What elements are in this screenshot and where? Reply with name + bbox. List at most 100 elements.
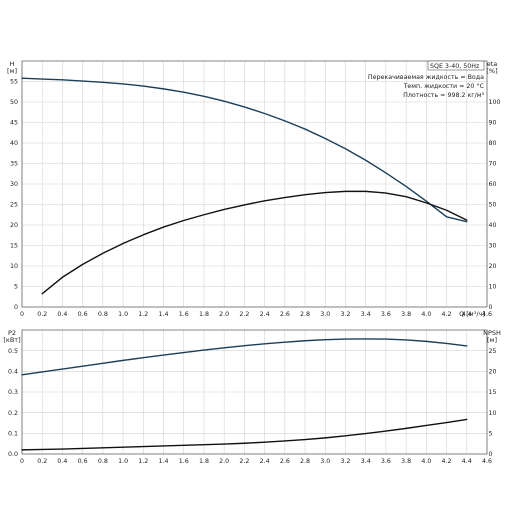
y2-tick-label: 30 xyxy=(489,243,497,250)
x-tick-label: 4.6 xyxy=(482,458,492,465)
y2-tick-label: 50 xyxy=(489,202,497,209)
y2-axis-unit: [м] xyxy=(487,336,497,344)
y-tick-label: 30 xyxy=(10,181,18,188)
y-tick-label: 50 xyxy=(10,99,18,106)
y-tick-label: 25 xyxy=(10,202,18,209)
y2-tick-label: 0 xyxy=(489,304,493,311)
x-tick-label: 2.2 xyxy=(239,458,249,465)
x-tick-label: 2.6 xyxy=(280,458,290,465)
y2-tick-label: 70 xyxy=(489,161,497,168)
y-tick-label: 0.3 xyxy=(8,389,18,396)
x-tick-label: 2.0 xyxy=(219,458,229,465)
y2-tick-label: 100 xyxy=(489,99,501,106)
x-tick-label: 0.2 xyxy=(37,458,47,465)
series-line-1-0 xyxy=(21,338,468,376)
y-axis-unit: [м] xyxy=(7,67,17,75)
x-tick-label: 2.2 xyxy=(239,311,249,318)
plot-frame xyxy=(21,60,488,308)
x-tick-label: 3.8 xyxy=(401,458,411,465)
series-line-0-0 xyxy=(21,77,468,223)
x-tick-label: 3.2 xyxy=(340,458,350,465)
y2-tick-label: 20 xyxy=(489,263,497,270)
x-tick-label: 1.8 xyxy=(199,311,209,318)
x-tick-label: 1.6 xyxy=(179,311,189,318)
x-tick-label: 2.0 xyxy=(219,311,229,318)
y-tick-label: 0.4 xyxy=(8,369,18,376)
x-tick-label: 1.0 xyxy=(118,311,128,318)
y2-tick-label: 25 xyxy=(489,348,497,355)
y2-tick-label: 40 xyxy=(489,222,497,229)
x-tick-label: 0 xyxy=(20,458,24,465)
model-label: SQE 3-40, 50Hz xyxy=(430,63,480,70)
x-tick-label: 4.4 xyxy=(462,458,472,465)
info-line-density: Плотность = 998.2 кг/м³ xyxy=(403,92,484,99)
y-axis-unit: [кВт] xyxy=(3,336,20,344)
x-tick-label: 4.2 xyxy=(442,311,452,318)
y2-tick-label: 20 xyxy=(489,369,497,376)
pump-info-box: SQE 3-40, 50Hz Перекачиваемая жидкость =… xyxy=(368,60,485,99)
y2-axis-unit: [%] xyxy=(486,67,497,75)
y-tick-label: 0.2 xyxy=(8,410,18,417)
y-axis-title: P2 xyxy=(8,329,16,337)
info-line-liquid: Перекачиваемая жидкость = Вода xyxy=(368,74,484,81)
y2-tick-label: 10 xyxy=(489,410,497,417)
y-tick-label: 15 xyxy=(10,243,18,250)
x-axis-title: Q [м³/ч] xyxy=(459,310,485,318)
x-tick-label: 4.6 xyxy=(482,311,492,318)
y2-axis-title: NPSH xyxy=(483,329,501,337)
y-tick-label: 55 xyxy=(10,79,18,86)
y-tick-label: 0.1 xyxy=(8,431,18,438)
x-tick-label: 2.4 xyxy=(260,311,270,318)
model-label-box xyxy=(427,60,485,71)
y-tick-label: 5 xyxy=(14,284,18,291)
x-tick-label: 3.4 xyxy=(361,458,371,465)
x-tick-label: 1.4 xyxy=(159,311,169,318)
x-tick-label: 0.6 xyxy=(78,311,88,318)
x-tick-label: 0.8 xyxy=(98,458,108,465)
x-tick-label: 0.4 xyxy=(57,311,67,318)
series-line-1-1 xyxy=(21,418,468,451)
series-line-0-1 xyxy=(41,190,468,295)
y2-tick-label: 5 xyxy=(489,431,493,438)
x-tick-label: 2.6 xyxy=(280,311,290,318)
x-tick-label: 1.8 xyxy=(199,458,209,465)
y2-tick-label: 90 xyxy=(489,120,497,127)
y-tick-label: 40 xyxy=(10,140,18,147)
y2-tick-label: 60 xyxy=(489,181,497,188)
x-tick-label: 3.2 xyxy=(340,311,350,318)
y-tick-label: 0.5 xyxy=(8,348,18,355)
y-tick-label: 20 xyxy=(10,222,18,229)
info-line-temperature: Темп. жидкости = 20 °C xyxy=(403,82,485,90)
x-tick-label: 3.6 xyxy=(381,311,391,318)
y2-tick-label: 80 xyxy=(489,140,497,147)
x-tick-label: 0.2 xyxy=(37,311,47,318)
y2-tick-label: 10 xyxy=(489,284,497,291)
y-tick-label: 45 xyxy=(10,120,18,127)
x-tick-label: 3.0 xyxy=(320,311,330,318)
x-tick-label: 4.0 xyxy=(421,311,431,318)
y-tick-label: 0.0 xyxy=(8,451,18,458)
head-efficiency-panel: 0 0.2 0.4 0.6 0.8 1.0 1.2 1.4 1.6 1.8 2.0 2.2 2.4 2.6… xyxy=(7,60,501,318)
x-tick-label: 2.4 xyxy=(260,458,270,465)
x-tick-label: 3.6 xyxy=(381,458,391,465)
y-tick-label: 0 xyxy=(14,304,18,311)
grid-lines xyxy=(21,330,488,455)
x-tick-label: 1.2 xyxy=(138,458,148,465)
x-tick-label: 0.4 xyxy=(57,458,67,465)
x-tick-label: 4.4 xyxy=(462,311,472,318)
y2-tick-label: 15 xyxy=(489,389,497,396)
x-tick-label: 3.8 xyxy=(401,311,411,318)
power-npsh-panel: 0 0.2 0.4 0.6 0.8 1.0 1.2 1.4 1.6 1.8 2.0 2.2 2.4 2.6… xyxy=(3,329,501,465)
x-tick-label: 3.0 xyxy=(320,458,330,465)
x-tick-label: 0.6 xyxy=(78,458,88,465)
y-axis-title: H xyxy=(10,60,15,68)
x-tick-label: 4.2 xyxy=(442,458,452,465)
y2-tick-label: 0 xyxy=(489,451,493,458)
x-tick-label: 1.6 xyxy=(179,458,189,465)
x-tick-label: 4.0 xyxy=(421,458,431,465)
x-tick-label: 0 xyxy=(20,311,24,318)
y-tick-label: 35 xyxy=(10,161,18,168)
x-tick-label: 0.8 xyxy=(98,311,108,318)
x-tick-label: 1.4 xyxy=(159,458,169,465)
